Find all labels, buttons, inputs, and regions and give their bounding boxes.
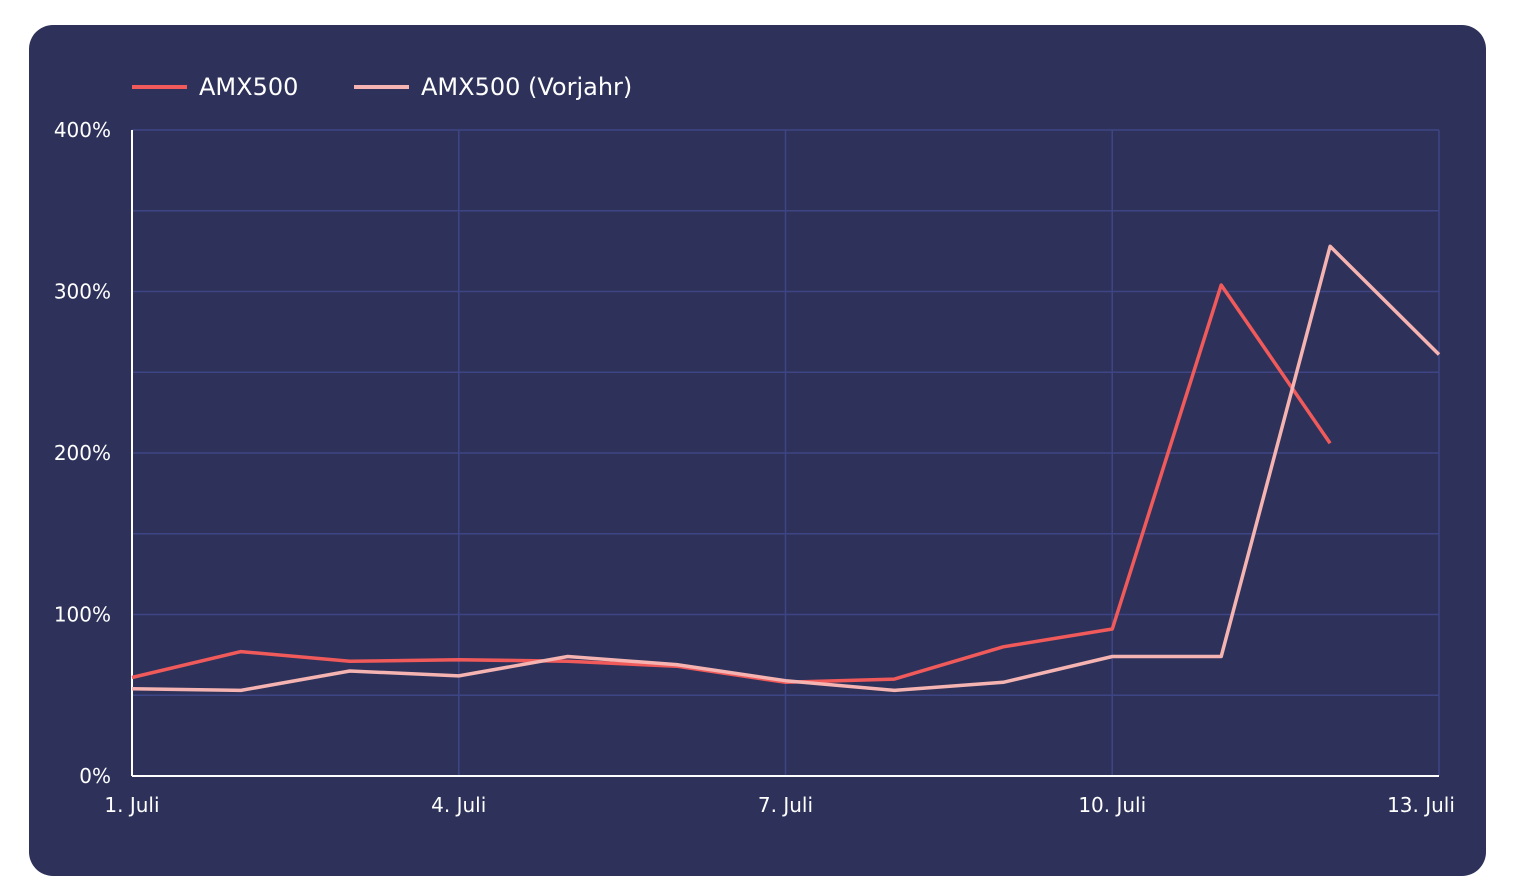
x-tick-label: 1. Juli [104,793,159,817]
series-line-1 [131,244,1441,693]
y-tick-label: 200% [54,441,111,465]
x-tick-label: 7. Juli [758,793,813,817]
x-tick-label: 4. Juli [431,793,486,817]
series-lines [131,244,1441,693]
tick-labels: 0% 100% 200% 300% 400% 1. Juli 4. Juli 7. Juli 1… [54,118,1455,817]
axes [131,130,1439,777]
chart-card: 0% 100% 200% 300% 400% 1. Juli 4. Juli 7. Juli 1… [29,25,1486,876]
legend-label: AMX500 (Vorjahr) [421,73,632,101]
y-tick-label: 300% [54,280,111,304]
grid-lines [132,129,1440,776]
y-tick-label: 100% [54,603,111,627]
x-tick-label: 13. Juli [1387,793,1455,817]
legend-label: AMX500 [199,73,298,101]
y-tick-label: 0% [79,764,111,788]
legend: AMX500 AMX500 (Vorjahr) [132,73,632,101]
series-line-0 [131,283,1332,685]
x-tick-label: 10. Juli [1078,793,1146,817]
y-tick-label: 400% [54,118,111,142]
line-chart: 0% 100% 200% 300% 400% 1. Juli 4. Juli 7. Juli 1… [54,73,1455,817]
